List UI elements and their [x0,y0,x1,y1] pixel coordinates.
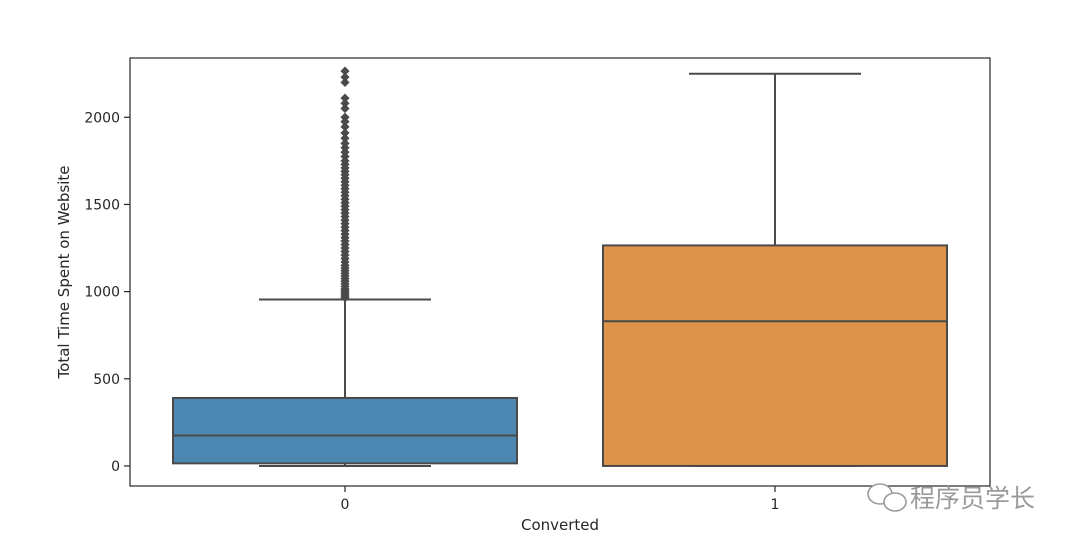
outlier-point [340,72,350,82]
box-0 [172,66,518,467]
y-tick-label: 2000 [84,110,120,126]
box-1 [602,72,948,467]
outlier-point [340,122,350,132]
y-axis: 0 500 1000 1500 2000 [84,110,130,475]
outlier-point [340,103,350,114]
plot-frame [129,57,991,487]
y-tick-label: 1000 [84,285,120,301]
y-tick-label: 500 [93,372,120,388]
wechat-logo-icon [867,483,907,512]
outlier-point [340,98,350,108]
box-iqr [172,396,518,465]
outlier-point [340,128,350,138]
outlier-point [340,138,350,148]
x-tick-label: 0 [341,497,350,513]
outlier-point [340,133,350,143]
watermark-text: 程序员学长 [910,484,1035,513]
x-axis-label: Converted [521,516,599,534]
x-tick-label: 1 [771,497,780,513]
plot-area [172,66,948,467]
outlier-point [340,66,350,76]
box-iqr [602,244,948,467]
outlier-point [340,112,350,122]
outlier-point [340,77,350,87]
y-tick-label: 1500 [84,197,120,213]
watermark: 程序员学长 [867,483,1035,513]
outlier-point [340,93,350,103]
y-tick-label: 0 [111,459,120,475]
y-axis-label: Total Time Spent on Website [55,166,73,380]
